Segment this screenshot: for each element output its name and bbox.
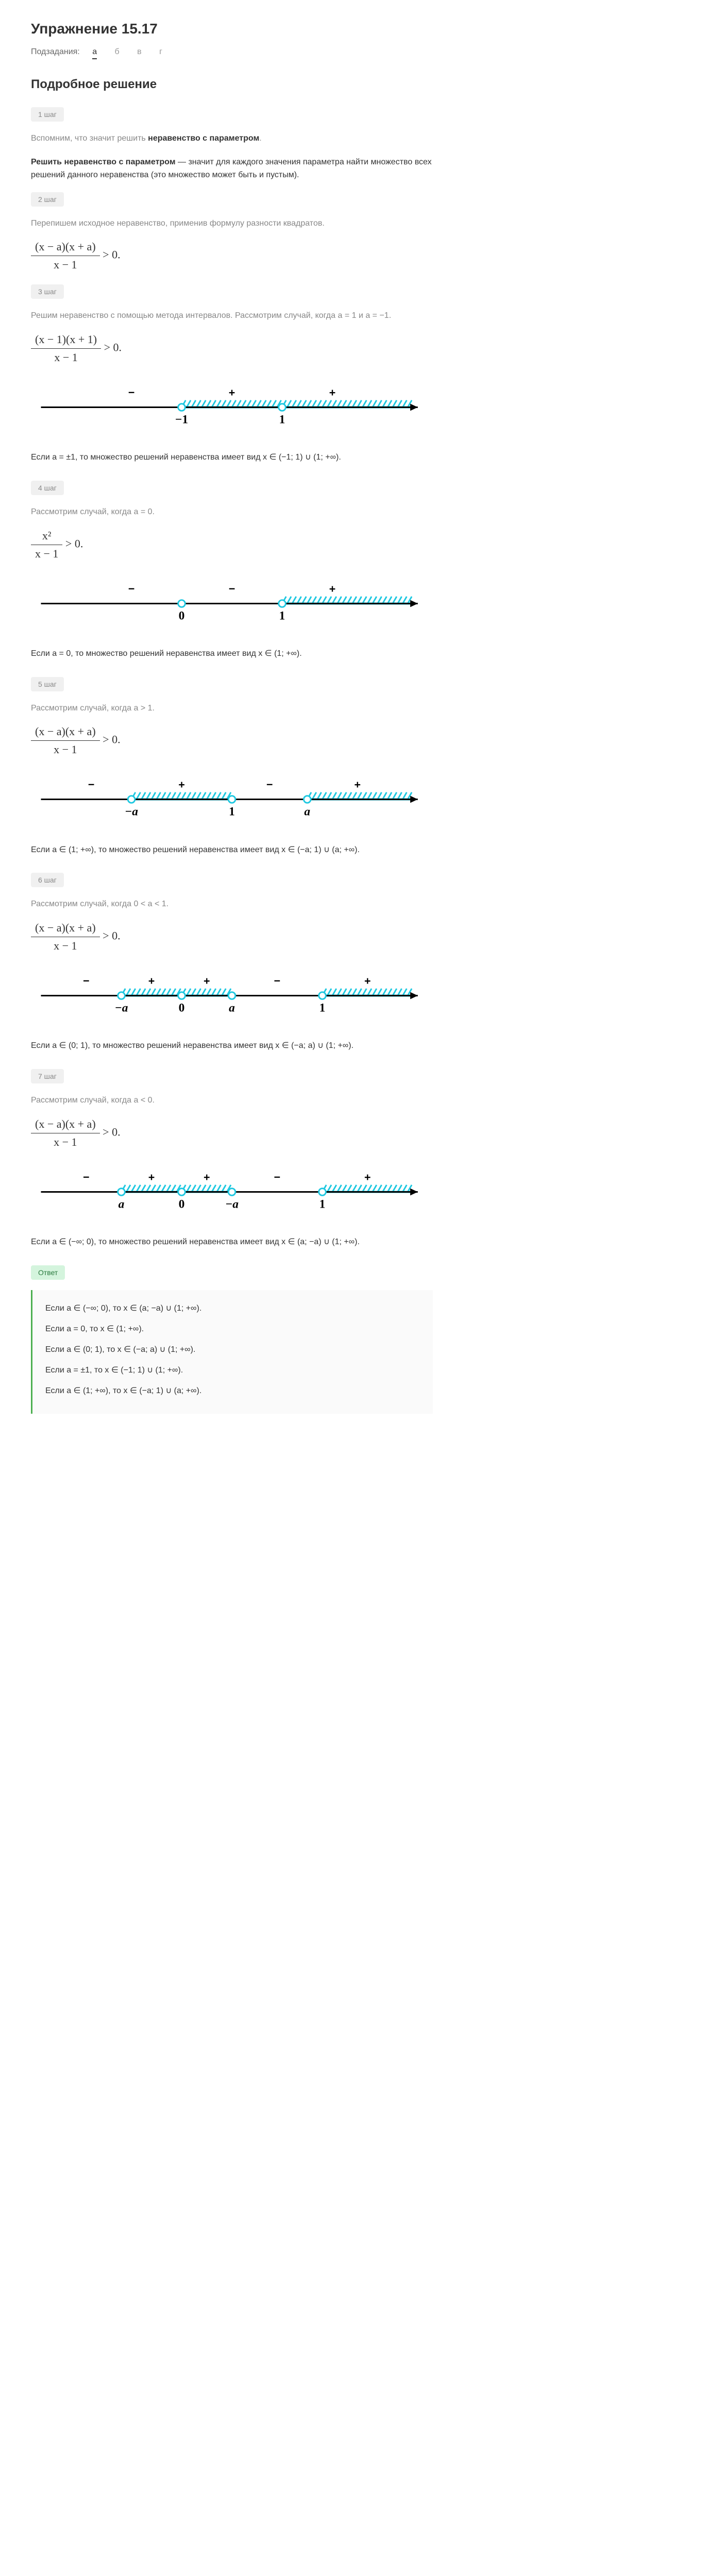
formula: (x − 1)(x + 1)x − 1 > 0.	[31, 333, 433, 364]
answer-line: Если a ∈ (0; 1), то x ∈ (−a; a) ∪ (1; +∞…	[45, 1342, 420, 1358]
svg-text:+: +	[178, 778, 185, 791]
svg-text:+: +	[364, 975, 371, 987]
step-2: 2 шаг Перепишем исходное неравенство, пр…	[31, 192, 433, 272]
svg-text:−1: −1	[175, 413, 188, 427]
number-line-diagram: a 0 −a 1 − + + − +	[31, 1162, 433, 1217]
svg-text:a: a	[304, 805, 310, 819]
svg-text:−: −	[229, 583, 235, 595]
step-7: 7 шаг Рассмотрим случай, когда a < 0. (x…	[31, 1069, 433, 1250]
answer-line: Если a ∈ (1; +∞), то x ∈ (−a; 1) ∪ (a; +…	[45, 1383, 420, 1399]
step-5: 5 шаг Рассмотрим случай, когда a > 1. (x…	[31, 677, 433, 858]
number-line-diagram: −1 1 − + +	[31, 377, 433, 432]
formula: (x − a)(x + a)x − 1 > 0.	[31, 725, 433, 756]
svg-text:1: 1	[319, 1197, 326, 1211]
interval-diagram: 0 1 − − +	[31, 573, 433, 631]
svg-text:−: −	[274, 1171, 280, 1183]
subtasks-nav: Подзадания: а б в г	[31, 47, 433, 57]
interval-diagram: −a 0 a 1 − + + − +	[31, 965, 433, 1023]
step-text: Рассмотрим случай, когда 0 < a < 1.	[31, 897, 433, 911]
step-text: Рассмотрим случай, когда a > 1.	[31, 702, 433, 715]
answer-box: Если a ∈ (−∞; 0), то x ∈ (a; −a) ∪ (1; +…	[31, 1290, 433, 1414]
svg-text:+: +	[364, 1171, 371, 1183]
number-line-diagram: 0 1 − − +	[31, 573, 433, 629]
formula: (x − a)(x + a)x − 1 > 0.	[31, 921, 433, 953]
step-badge: 2 шаг	[31, 192, 64, 207]
svg-text:+: +	[148, 1171, 155, 1183]
subtasks-label: Подзадания:	[31, 47, 80, 56]
step-badge: 7 шаг	[31, 1069, 64, 1083]
step-definition: Решить неравенство с параметром — значит…	[31, 156, 433, 182]
svg-text:+: +	[329, 386, 336, 399]
step-6: 6 шаг Рассмотрим случай, когда 0 < a < 1…	[31, 873, 433, 1054]
svg-text:0: 0	[179, 1197, 185, 1211]
step-text: Рассмотрим случай, когда a = 0.	[31, 505, 433, 519]
step-text: Рассмотрим случай, когда a < 0.	[31, 1094, 433, 1107]
answer-line: Если a ∈ (−∞; 0), то x ∈ (a; −a) ∪ (1; +…	[45, 1300, 420, 1317]
svg-text:−: −	[128, 583, 135, 595]
formula: (x − a)(x + a)x − 1 > 0.	[31, 240, 433, 272]
svg-text:1: 1	[279, 413, 285, 427]
svg-text:+: +	[329, 583, 336, 595]
tab-b[interactable]: б	[115, 47, 120, 56]
formula: (x − a)(x + a)x − 1 > 0.	[31, 1117, 433, 1149]
svg-text:1: 1	[229, 805, 235, 819]
page-title: Упражнение 15.17	[31, 21, 433, 37]
svg-text:0: 0	[179, 609, 185, 622]
step-result: Если a ∈ (1; +∞), то множество решений н…	[31, 843, 433, 858]
number-line-diagram: −a 1 a − + − +	[31, 769, 433, 824]
answer-section: Ответ Если a ∈ (−∞; 0), то x ∈ (a; −a) ∪…	[31, 1265, 433, 1414]
interval-diagram: −a 1 a − + − +	[31, 769, 433, 827]
svg-text:+: +	[148, 975, 155, 987]
formula: x²x − 1 > 0.	[31, 529, 433, 561]
number-line-diagram: −a 0 a 1 − + + − +	[31, 965, 433, 1021]
svg-text:a: a	[119, 1197, 125, 1211]
svg-text:0: 0	[179, 1002, 185, 1015]
interval-diagram: a 0 −a 1 − + + − +	[31, 1162, 433, 1219]
interval-diagram: −1 1 − + +	[31, 377, 433, 435]
svg-text:−: −	[266, 778, 273, 791]
answer-badge: Ответ	[31, 1265, 65, 1280]
svg-text:+: +	[229, 386, 235, 399]
svg-text:−: −	[274, 975, 280, 987]
svg-text:+: +	[354, 778, 361, 791]
step-result: Если a = 0, то множество решений неравен…	[31, 647, 433, 662]
step-badge: 5 шаг	[31, 677, 64, 691]
step-text: Решим неравенство с помощью метода интер…	[31, 309, 433, 323]
tab-g[interactable]: г	[159, 47, 162, 56]
answer-line: Если a = 0, то x ∈ (1; +∞).	[45, 1321, 420, 1337]
svg-text:+: +	[204, 975, 210, 987]
step-3: 3 шаг Решим неравенство с помощью метода…	[31, 284, 433, 465]
svg-text:−: −	[83, 1171, 90, 1183]
solution-heading: Подробное решение	[31, 77, 433, 92]
svg-text:−: −	[88, 778, 95, 791]
svg-text:−a: −a	[225, 1197, 239, 1211]
tab-a[interactable]: а	[92, 47, 97, 59]
step-1: 1 шаг Вспомним, что значит решить нераве…	[31, 107, 433, 182]
step-badge: 6 шаг	[31, 873, 64, 887]
svg-text:+: +	[204, 1171, 210, 1183]
step-result: Если a ∈ (0; 1), то множество решений не…	[31, 1039, 433, 1054]
step-result: Если a ∈ (−∞; 0), то множество решений н…	[31, 1235, 433, 1250]
svg-text:−a: −a	[125, 805, 138, 819]
svg-text:1: 1	[319, 1002, 326, 1015]
step-4: 4 шаг Рассмотрим случай, когда a = 0. x²…	[31, 481, 433, 662]
step-badge: 4 шаг	[31, 481, 64, 495]
tab-v[interactable]: в	[137, 47, 142, 56]
step-badge: 3 шаг	[31, 284, 64, 299]
svg-text:a: a	[229, 1002, 235, 1015]
svg-text:−a: −a	[115, 1002, 128, 1015]
step-badge: 1 шаг	[31, 107, 64, 122]
svg-text:−: −	[83, 975, 90, 987]
step-result: Если a = ±1, то множество решений нераве…	[31, 450, 433, 465]
step-text: Перепишем исходное неравенство, применив…	[31, 217, 433, 230]
answer-line: Если a = ±1, то x ∈ (−1; 1) ∪ (1; +∞).	[45, 1362, 420, 1379]
svg-text:1: 1	[279, 609, 285, 622]
step-text: Вспомним, что значит решить неравенство …	[31, 132, 433, 145]
svg-text:−: −	[128, 386, 135, 399]
